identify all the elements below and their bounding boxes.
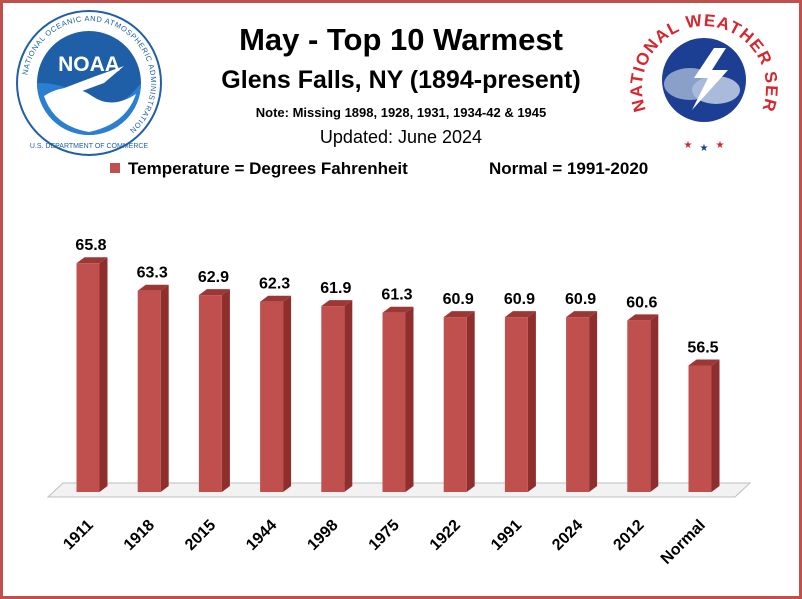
noaa-logo: NATIONAL OCEANIC AND ATMOSPHERIC ADMINIS… [16,10,162,156]
legend-series-label: Temperature = Degrees Fahrenheit [128,159,408,178]
x-tick-label: Normal [658,517,709,568]
bar-top [321,300,353,307]
x-tick-label: 2015 [182,517,219,554]
bar [504,317,528,492]
legend-series: Temperature = Degrees Fahrenheit [110,159,408,179]
bar-top [504,311,536,318]
bar [688,365,712,492]
x-tick-label: 1918 [121,517,158,554]
chart-note: Note: Missing 1898, 1928, 1931, 1934-42 … [255,105,547,120]
x-tick-label: 2024 [549,517,586,554]
chart-title: May - Top 10 Warmest [239,22,563,57]
nws-logo: NATIONAL WEATHER SERVICE ★ ★ ★ [628,6,780,156]
svg-text:★: ★ [700,143,709,154]
bar-top [443,311,475,318]
data-label: 65.8 [75,237,106,254]
bar [76,263,100,492]
noaa-wordmark: NOAA [58,53,120,76]
bar-top [627,314,659,321]
x-tick-label: 1911 [60,517,97,554]
data-label: 61.9 [320,280,351,297]
bar-side [283,295,292,492]
bar [321,306,345,492]
bar-side [466,311,475,492]
data-label: 60.9 [504,291,535,308]
data-label: 63.3 [137,265,168,282]
bar-top [76,257,108,264]
bar-side [589,311,598,492]
data-label: 60.9 [443,291,474,308]
x-tick-label: 1998 [304,517,341,554]
bar-top [137,284,169,291]
bar [382,312,406,492]
bar [198,295,222,492]
bar [137,290,161,492]
data-label: 62.9 [198,269,229,286]
bar [260,301,284,492]
bar-side [99,257,108,492]
chart-subtitle: Glens Falls, NY (1894-present) [221,66,581,94]
bar-top [382,306,414,313]
bar [566,317,590,492]
bar-top [198,289,230,296]
x-tick-label: 1922 [427,517,464,554]
bar-top [566,311,598,318]
data-label: 60.6 [626,294,657,311]
bar-side [650,314,659,492]
x-tick-label: 1944 [243,517,280,554]
updated-text: Updated: June 2024 [319,127,483,147]
bar-side [711,359,720,492]
bar-top [688,359,720,366]
bar-top [260,295,292,302]
legend-swatch [110,163,120,173]
data-label: 62.3 [259,276,290,293]
x-tick-label: 2012 [610,517,647,554]
svg-text:★: ★ [716,140,725,151]
bar-side [160,284,169,492]
x-tick-label: 1991 [488,517,525,554]
svg-text:★: ★ [684,140,693,151]
data-label: 61.3 [381,287,412,304]
data-label: 60.9 [565,291,596,308]
bar-side [527,311,536,492]
bar-side [344,300,353,492]
noaa-bottom-text: U.S. DEPARTMENT OF COMMERCE [30,143,149,150]
bar [443,317,467,492]
x-tick-label: 1975 [366,517,403,554]
data-label: 56.5 [687,340,718,357]
plot-area: 65.8 1911 63.3 1918 62.9 2015 62.3 1944 61.9 1998… [46,237,752,568]
legend-normal: Normal = 1991-2020 [489,159,649,178]
bar-side [405,306,414,492]
bar [627,320,651,492]
bar-side [221,289,230,492]
